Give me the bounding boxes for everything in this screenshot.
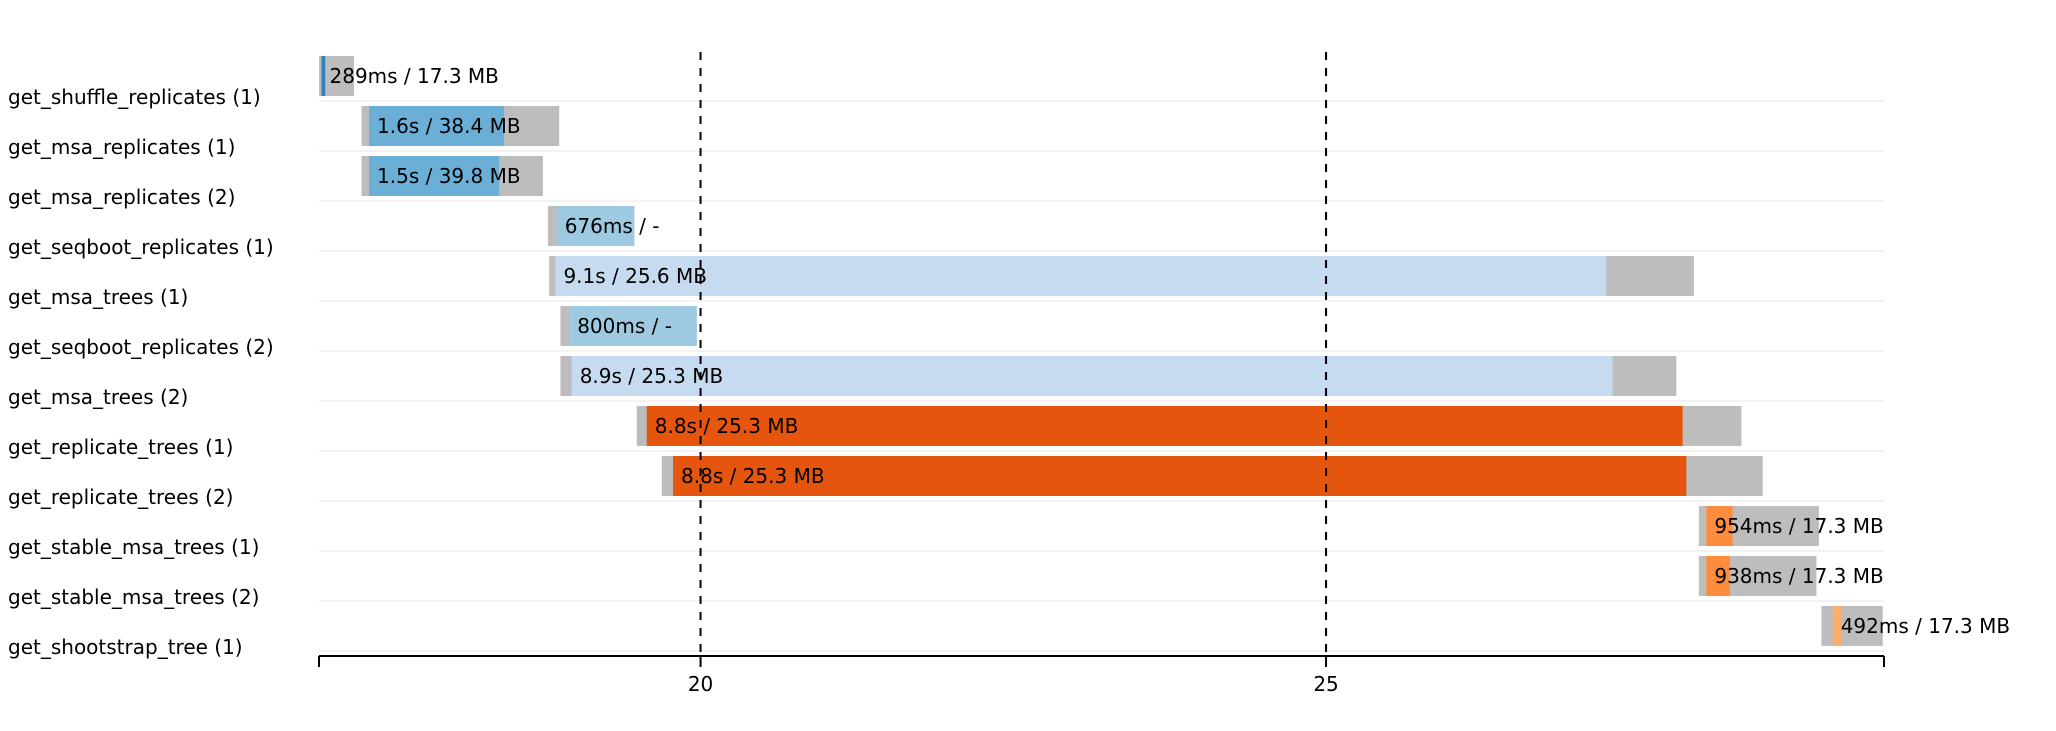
- task-bar-running: [369, 156, 500, 196]
- task-bar-label: 1.5s / 39.8 MB: [377, 164, 521, 188]
- task-name-label: get_msa_replicates (1): [8, 135, 235, 159]
- task-name-label: get_replicate_trees (2): [8, 485, 233, 509]
- task-name-label: get_msa_trees (1): [8, 285, 188, 309]
- task-bar-running: [321, 56, 326, 96]
- task-name-label: get_shootstrap_tree (1): [8, 635, 243, 659]
- task-bar-label: 9.1s / 25.6 MB: [563, 264, 707, 288]
- task-name-label: get_seqboot_replicates (1): [8, 235, 274, 259]
- task-bar-label: 676ms / -: [565, 214, 660, 238]
- task-bar-label: 8.9s / 25.3 MB: [580, 364, 724, 388]
- task-bar-label: 492ms / 17.3 MB: [1841, 614, 2010, 638]
- task-bar-running: [555, 256, 1607, 296]
- task-name-label: get_msa_replicates (2): [8, 185, 235, 209]
- row-separator: [319, 150, 1884, 152]
- task-bar-label: 8.8s / 25.3 MB: [655, 414, 799, 438]
- task-name-label: get_msa_trees (2): [8, 385, 188, 409]
- task-bar-running: [646, 406, 1683, 446]
- row-separator: [319, 200, 1884, 202]
- row-separator: [319, 100, 1884, 102]
- row-separator: [319, 450, 1884, 452]
- task-name-label: get_stable_msa_trees (1): [8, 535, 259, 559]
- task-bar-running: [569, 306, 697, 346]
- task-bar-running: [556, 206, 635, 246]
- task-bar-label: 954ms / 17.3 MB: [1714, 514, 1883, 538]
- task-name-label: get_stable_msa_trees (2): [8, 585, 259, 609]
- task-bar-label: 938ms / 17.3 MB: [1714, 564, 1883, 588]
- task-bar-label: 800ms / -: [577, 314, 672, 338]
- task-bar-running: [1706, 506, 1733, 546]
- row-separator: [319, 500, 1884, 502]
- row-separator: [319, 650, 1884, 652]
- row-separator: [319, 350, 1884, 352]
- task-bar-label: 8.8s / 25.3 MB: [681, 464, 825, 488]
- task-name-label: get_replicate_trees (1): [8, 435, 233, 459]
- row-separator: [319, 250, 1884, 252]
- task-bar-label: 289ms / 17.3 MB: [330, 64, 499, 88]
- row-separator: [319, 600, 1884, 602]
- row-separator: [319, 550, 1884, 552]
- task-bar-label: 1.6s / 38.4 MB: [377, 114, 521, 138]
- task-bar-running: [1706, 556, 1731, 596]
- task-bar-running: [369, 106, 505, 146]
- task-bar-total: [1821, 606, 1883, 646]
- task-bar-running: [1832, 606, 1842, 646]
- task-bar-running: [571, 356, 1613, 396]
- task-bar-running: [673, 456, 1687, 496]
- x-tick-label: 20: [688, 672, 713, 696]
- task-name-label: get_seqboot_replicates (2): [8, 335, 274, 359]
- row-separator: [319, 300, 1884, 302]
- x-tick-label: 25: [1313, 672, 1338, 696]
- task-name-label: get_shuffle_replicates (1): [8, 85, 261, 109]
- row-separator: [319, 400, 1884, 402]
